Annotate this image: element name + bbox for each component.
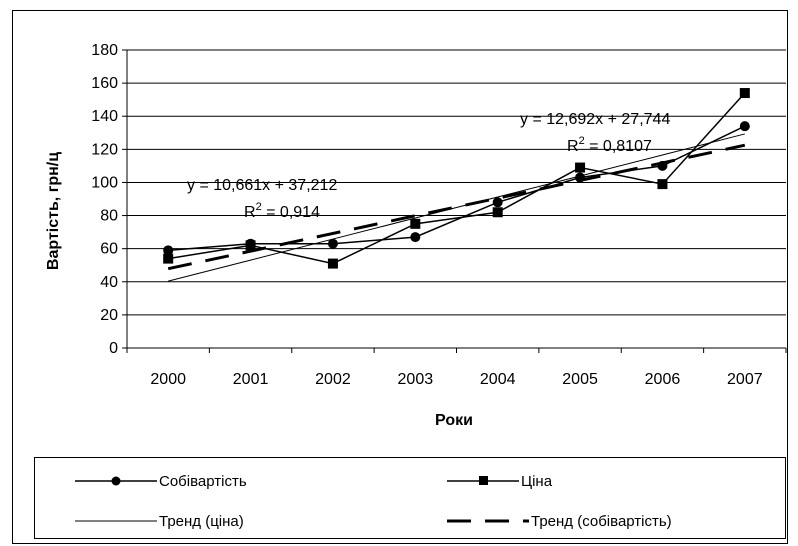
trend-price-r2: R2 = 0,8107 [567,135,652,155]
y-tick-label: 120 [91,141,118,158]
trend-price-equation: y = 12,692x + 27,744 [520,111,670,128]
legend-dashed-line-icon [447,519,529,523]
data-point-price [245,240,256,251]
data-point-price [410,218,421,229]
trend-price-r2-r: R [567,138,579,155]
data-point-cost [163,245,174,256]
y-tick-label: 140 [91,108,118,125]
y-tick-label: 20 [100,307,118,324]
y-axis-title: Вартість, грн/ц [45,152,62,270]
trend-cost-r2: R2 = 0,914 [244,201,320,221]
x-tick-label: 2007 [727,371,763,388]
series-line-trend-cost [167,143,746,271]
data-point-price [657,179,668,190]
data-point-cost [410,232,421,243]
axes [122,49,787,353]
y-tick-label: 160 [91,75,118,92]
series-lines [163,88,750,282]
x-tick-label: 2004 [480,371,516,388]
x-tick-label: 2001 [233,371,269,388]
legend-label-cost: Собівартість [159,472,247,490]
legend-label-trend-price: Тренд (ціна) [159,512,244,530]
legend-label-trend-cost: Тренд (собівартість) [531,512,672,530]
legend-item-cost: Собівартість [75,471,247,491]
y-tick-label: 40 [100,274,118,291]
legend-item-trend-price: Тренд (ціна) [75,511,244,531]
legend-line-circle-icon [75,476,157,486]
data-point-cost [327,238,338,249]
legend-thin-line-icon [75,520,157,522]
y-tick-label: 100 [91,174,118,191]
y-tick-label: 180 [91,42,118,59]
trend-price-r2-sup: 2 [579,135,585,147]
data-point-price [327,258,338,269]
data-point-cost [492,197,503,208]
x-tick-label: 2003 [398,371,434,388]
tick-labels: 0 20 40 60 80 100 120 140 160 180 2000 2001 2002 2003… [91,42,762,388]
chart-frame [12,10,788,544]
trend-cost-r2-sup: 2 [256,201,262,213]
trend-cost-r2-value: = 0,914 [262,204,320,221]
series-line-cost [168,125,746,252]
y-tick-label: 60 [100,241,118,258]
data-point-cost [739,121,750,132]
legend-line-square-icon [447,476,519,485]
data-point-price [575,162,586,173]
trend-cost-equation: y = 10,661x + 37,212 [187,177,337,194]
series-line-trend-price [168,133,745,282]
data-point-price [492,207,503,218]
y-tick-label: 0 [109,340,118,357]
x-tick-label: 2006 [645,371,681,388]
x-axis-title: Роки [435,412,473,429]
legend-label-price: Ціна [521,472,553,490]
data-point-price [163,253,174,264]
y-tick-label: 80 [100,208,118,225]
legend-item-price: Ціна [447,471,552,491]
legend: Собівартість Ціна Тренд (ціна) Тренд (со… [34,457,786,539]
data-point-price [739,88,750,99]
gridlines [127,49,786,316]
trend-cost-r2-r: R [244,204,256,221]
trend-price-r2-value: = 0,8107 [585,138,652,155]
legend-item-trend-cost: Тренд (собівартість) [447,511,672,531]
x-tick-label: 2005 [562,371,598,388]
x-tick-label: 2000 [150,371,186,388]
x-tick-label: 2002 [315,371,351,388]
